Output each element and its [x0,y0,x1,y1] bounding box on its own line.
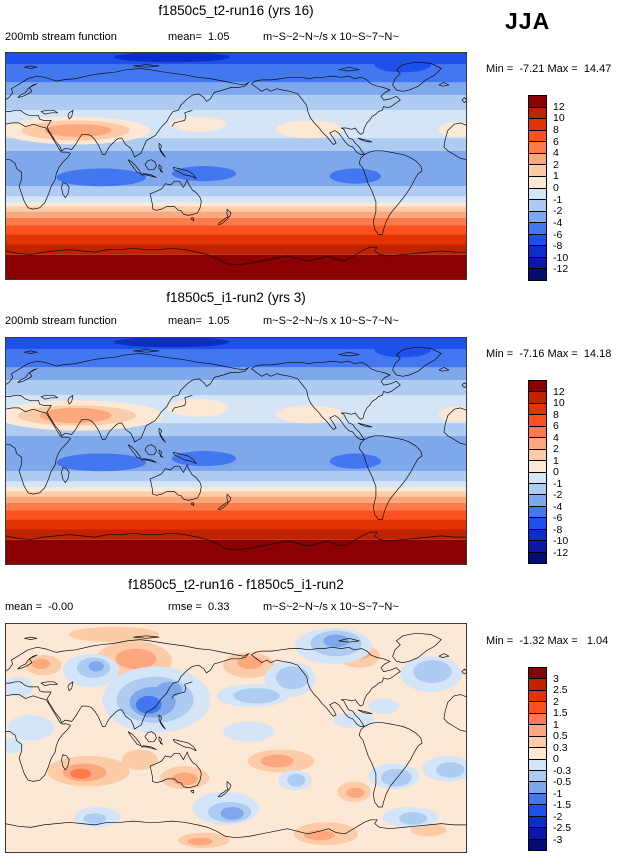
colorbar-tick-label: 12 [553,100,565,113]
colorbar-tick-label: -6 [553,512,563,524]
panel-title: f1850c5_i1-run2 (yrs 3) [166,290,306,305]
minmax-label: Min = -7.16 Max = 14.18 [486,348,612,360]
colorbar-tick-label: 8 [553,123,559,136]
colorbar-tick-label: -3 [553,833,563,846]
colorbar-tick-label: 10 [553,112,565,125]
colorbar-tick-label: -10 [553,535,569,547]
colorbar-tick-label: -10 [553,251,569,264]
colorbar-tick-label: 2 [553,158,559,171]
colorbar-tick-label: -12 [553,263,569,276]
units-label: m~S~2~N~/s x 10~S~7~N~ [263,601,399,613]
mean-label: mean= 1.05 [168,31,230,43]
rmse-label: rmse = 0.33 [168,601,230,613]
colorbar-tick-label: -2.5 [553,822,572,834]
colorbar [528,95,547,281]
minmax-label: Min = -1.32 Max = 1.04 [486,635,609,647]
mean-label: mean= 1.05 [168,315,230,327]
units-label: m~S~2~N~/s x 10~S~7~N~ [263,31,399,43]
colorbar [528,380,547,564]
colorbar-tick-label: 4 [553,431,559,444]
colorbar-tick-label: 0 [553,466,559,478]
colorbar-tick-label: -8 [553,523,563,536]
colorbar-tick-label: 4 [553,147,559,160]
contour-map-difference [5,623,467,853]
colorbar-tick-label: 0.5 [553,730,568,742]
colorbar-tick-label: 3 [553,672,559,685]
units-label: m~S~2~N~/s x 10~S~7~N~ [263,315,399,327]
colorbar-tick-label: 0.3 [553,741,568,754]
colorbar [528,667,547,851]
colorbar-tick-label: -1 [553,477,563,490]
colorbar-tick-label: -8 [553,240,563,253]
colorbar-tick-label: -2 [553,489,563,501]
colorbar-tick-label: 1.5 [553,707,568,719]
colorbar-case1: 12 10 8 6 4 2 1 0 -1 -2 -4 -6 -8 -10 -12 [528,95,617,281]
colorbar-tick-label: -0.3 [553,764,572,777]
colorbar-tick-label: -1.5 [553,799,572,811]
colorbar-tick-label: 2 [553,695,559,708]
panel-title: f1850c5_t2-run16 - f1850c5_i1-run2 [128,577,344,592]
colorbar-tick-label: -12 [553,546,569,559]
contour-map-case2 [5,337,467,565]
colorbar-tick-label: 2.5 [553,684,568,696]
colorbar-tick-label: 6 [553,420,559,432]
colorbar-tick-label: 1 [553,718,559,731]
colorbar-tick-label: 1 [553,170,559,183]
panel-title: f1850c5_t2-run16 (yrs 16) [158,3,314,18]
colorbar-tick-label: 12 [553,385,565,398]
minmax-label: Min = -7.21 Max = 14.47 [486,63,612,75]
colorbar-tick-label: 6 [553,135,559,148]
colorbar-tick-label: 10 [553,397,565,409]
season-label: JJA [505,8,551,34]
colorbar-difference: 3 2.5 2 1.5 1 0.5 0.3 0 -0.3 -0.5 -1 -1.5 -2 -2.5 -3 [528,667,617,851]
mean-label: mean = -0.00 [5,601,74,613]
colorbar-tick-label: 0 [553,753,559,765]
colorbar-tick-label: -6 [553,228,563,241]
colorbar-tick-label: -0.5 [553,776,572,788]
colorbar-tick-label: -4 [553,216,563,229]
variable-label: 200mb stream function [5,315,117,327]
colorbar-tick-label: 1 [553,454,559,467]
colorbar-tick-label: 2 [553,443,559,455]
colorbar-tick-label: -2 [553,810,563,823]
colorbar-tick-label: -2 [553,205,563,218]
colorbar-tick-label: 8 [553,408,559,421]
variable-label: 200mb stream function [5,31,117,43]
colorbar-tick-label: 0 [553,182,559,194]
contour-map-case1 [5,52,467,280]
colorbar-tick-label: -1 [553,193,563,206]
colorbar-tick-label: -4 [553,500,563,513]
colorbar-tick-label: -1 [553,787,563,800]
colorbar-case2: 12 10 8 6 4 2 1 0 -1 -2 -4 -6 -8 -10 -12 [528,380,617,564]
